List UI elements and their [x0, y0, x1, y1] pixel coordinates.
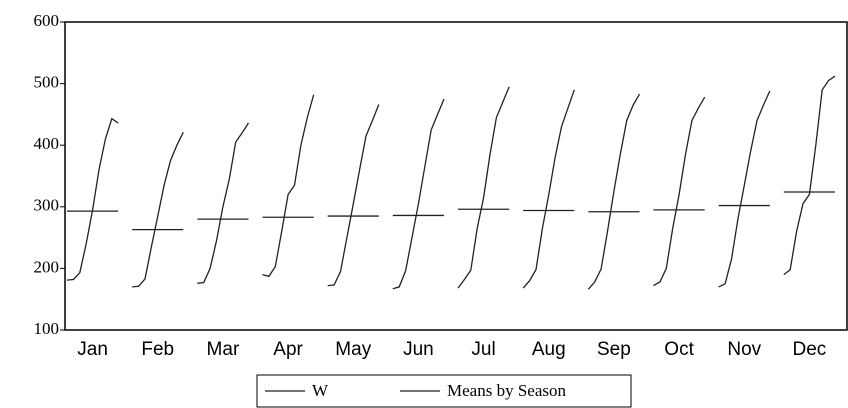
season-line: [783, 75, 836, 276]
x-tick-label: Jul: [471, 339, 495, 360]
x-tick-label: Apr: [273, 339, 303, 360]
x-tick-label: Mar: [207, 339, 240, 360]
x-tick-label: Sep: [597, 339, 631, 360]
y-tick-label: 200: [34, 257, 60, 276]
x-tick-label: Feb: [141, 339, 174, 360]
y-tick-label: 100: [34, 319, 60, 338]
legend-label: Means by Season: [447, 381, 566, 400]
legend-box: [256, 374, 632, 408]
x-tick-label: Nov: [727, 339, 761, 360]
season-line: [327, 104, 380, 287]
x-tick-label: Dec: [793, 339, 827, 360]
season-line: [522, 89, 575, 289]
y-tick-label: 500: [34, 73, 60, 92]
season-line: [132, 132, 184, 288]
season-line: [653, 96, 706, 287]
season-line: [457, 86, 510, 289]
y-tick-label: 600: [34, 11, 60, 30]
x-tick-label: Jun: [403, 339, 434, 360]
plot-frame: [64, 21, 848, 331]
y-tick-label: 300: [34, 196, 60, 215]
legend-label: W: [312, 381, 329, 400]
season-line: [262, 94, 315, 278]
season-line: [718, 90, 771, 288]
x-tick-label: Jan: [77, 339, 108, 360]
season-line: [587, 93, 641, 290]
x-tick-label: May: [335, 339, 371, 360]
y-tick-label: 400: [34, 134, 60, 153]
x-tick-label: Oct: [664, 339, 694, 360]
season-line: [392, 98, 445, 290]
x-tick-label: Aug: [532, 339, 566, 360]
season-line: [197, 122, 250, 284]
season-line: [66, 117, 119, 281]
